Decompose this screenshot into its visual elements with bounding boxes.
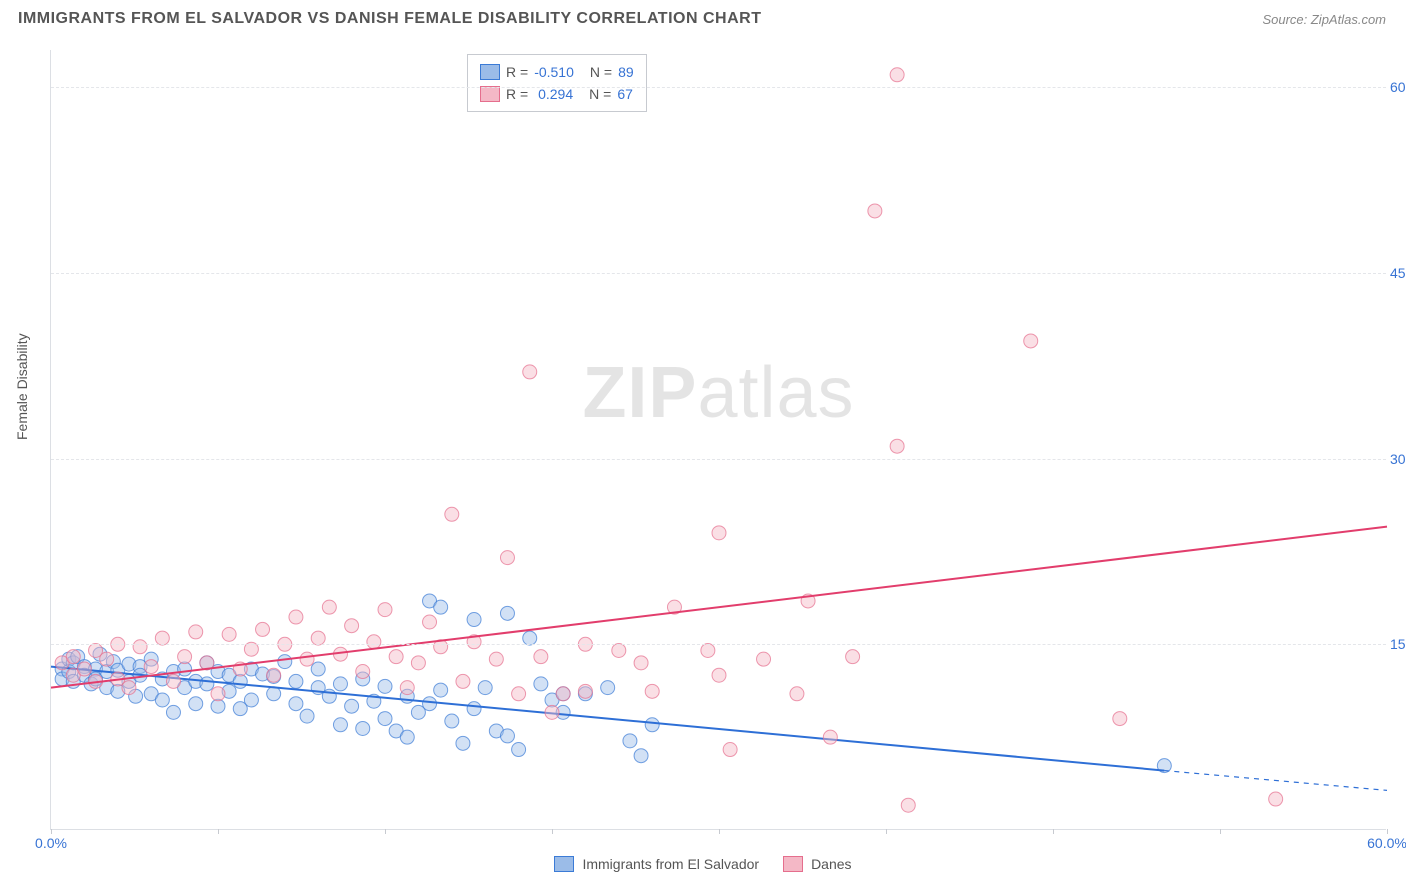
- y-axis-label: Female Disability: [14, 333, 30, 440]
- gridline-h: [51, 87, 1386, 88]
- swatch-series-1: [480, 64, 500, 80]
- chart-title: IMMIGRANTS FROM EL SALVADOR VS DANISH FE…: [18, 10, 761, 28]
- x-tick-mark: [385, 829, 386, 834]
- x-tick-label: 0.0%: [35, 835, 67, 851]
- gridline-h: [51, 644, 1386, 645]
- legend-label-1: Immigrants from El Salvador: [582, 856, 759, 872]
- bottom-legend: Immigrants from El Salvador Danes: [0, 856, 1406, 872]
- legend-item-1: Immigrants from El Salvador: [554, 856, 759, 872]
- legend-item-2: Danes: [783, 856, 851, 872]
- x-tick-mark: [218, 829, 219, 834]
- gridline-h: [51, 459, 1386, 460]
- x-tick-mark: [1387, 829, 1388, 834]
- scatter-svg: [51, 50, 1386, 829]
- swatch-series-2: [480, 86, 500, 102]
- legend-label-2: Danes: [811, 856, 851, 872]
- y-tick-label: 60.0%: [1390, 79, 1406, 95]
- x-tick-mark: [552, 829, 553, 834]
- n-label-1: N =: [590, 61, 612, 83]
- y-tick-label: 45.0%: [1390, 265, 1406, 281]
- legend-swatch-2: [783, 856, 803, 872]
- x-tick-mark: [51, 829, 52, 834]
- r-value-1: -0.510: [534, 61, 574, 83]
- n-value-1: 89: [618, 61, 634, 83]
- x-tick-label: 60.0%: [1367, 835, 1406, 851]
- r-label-1: R =: [506, 61, 528, 83]
- chart-plot-area: ZIPatlas R = -0.510 N = 89 R = 0.294 N =…: [50, 50, 1386, 830]
- x-tick-mark: [1220, 829, 1221, 834]
- x-tick-mark: [886, 829, 887, 834]
- chart-source: Source: ZipAtlas.com: [1262, 12, 1386, 27]
- stats-legend: R = -0.510 N = 89 R = 0.294 N = 67: [467, 54, 647, 112]
- y-tick-label: 15.0%: [1390, 636, 1406, 652]
- legend-swatch-1: [554, 856, 574, 872]
- gridline-h: [51, 273, 1386, 274]
- x-tick-mark: [719, 829, 720, 834]
- stats-row-1: R = -0.510 N = 89: [480, 61, 634, 83]
- y-tick-label: 30.0%: [1390, 451, 1406, 467]
- x-tick-mark: [1053, 829, 1054, 834]
